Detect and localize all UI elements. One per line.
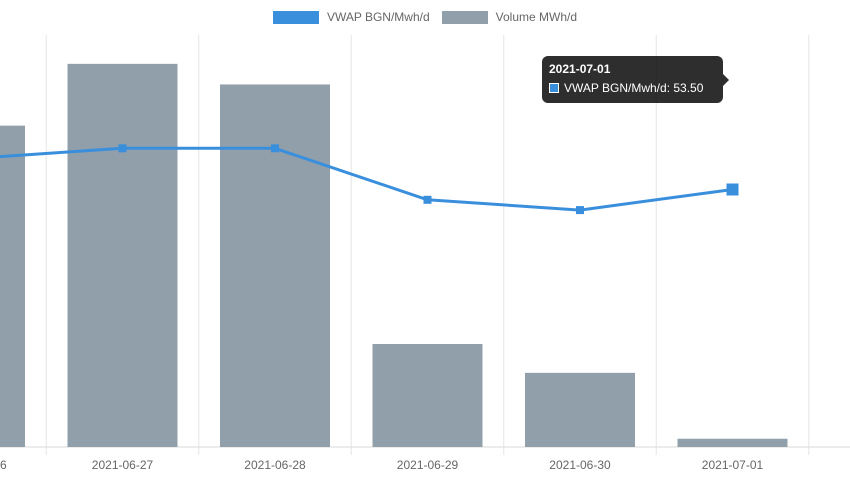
legend-item-vwap[interactable]: VWAP BGN/Mwh/d	[272, 10, 430, 24]
tooltip-label: VWAP BGN/Mwh/d: 53.50	[564, 81, 704, 95]
legend-label-vwap: VWAP BGN/Mwh/d	[326, 10, 430, 24]
legend-swatch-volume	[441, 10, 488, 24]
legend: VWAP BGN/Mwh/d Volume MWh/d	[0, 7, 850, 27]
tooltip-caret	[723, 74, 729, 86]
bar-2021-06-27	[67, 63, 178, 448]
x-tick-label: 2021-06-28	[244, 458, 306, 472]
x-tick-label: 2021-06-29	[397, 458, 459, 472]
vwap-point-2021-06-29	[423, 195, 432, 204]
bar-2021-07-01	[677, 438, 788, 447]
bar-2021-06-28	[220, 84, 330, 447]
x-tick-label: 6	[0, 458, 7, 472]
legend-swatch-vwap	[272, 10, 319, 24]
legend-label-volume: Volume MWh/d	[495, 10, 578, 24]
vwap-point-2021-07-01	[726, 183, 739, 196]
bar-2021-06-29	[372, 344, 483, 447]
tooltip: 2021-07-01 VWAP BGN/Mwh/d: 53.50	[542, 56, 723, 103]
tooltip-title: 2021-07-01	[549, 62, 611, 76]
tooltip-swatch	[549, 83, 559, 93]
vwap-point-2021-06-27	[118, 144, 127, 153]
vwap-point-2021-06-30	[576, 206, 584, 215]
vwap-point-2021-06-28	[271, 144, 279, 153]
bar-2021-06-30	[525, 372, 635, 447]
x-tick-label: 2021-06-27	[92, 458, 154, 472]
legend-item-volume[interactable]: Volume MWh/d	[441, 10, 578, 24]
bar-2021-06-26	[0, 125, 25, 447]
tooltip-body: VWAP BGN/Mwh/d: 53.50	[549, 81, 716, 95]
x-tick-label: 2021-07-01	[702, 458, 764, 472]
x-tick-label: 2021-06-30	[549, 458, 611, 472]
